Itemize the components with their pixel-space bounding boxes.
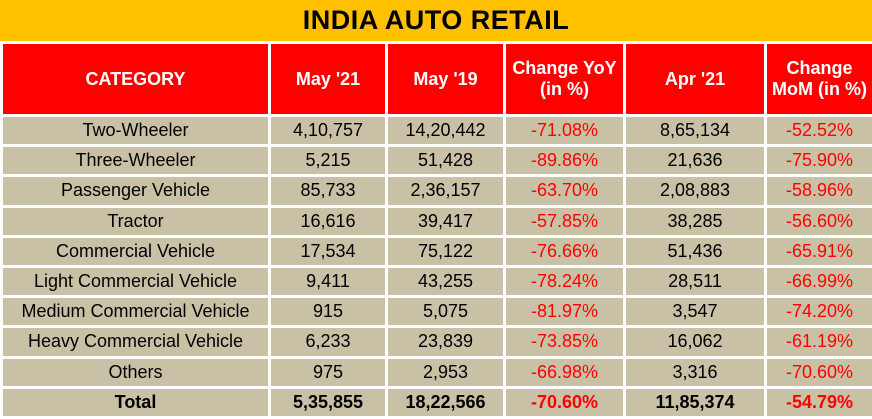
yoy-change-cell: -73.85%	[506, 328, 623, 356]
yoy-change-cell: -81.97%	[506, 298, 623, 326]
may21-cell: 17,534	[271, 237, 385, 265]
category-cell: Medium Commercial Vehicle	[3, 298, 268, 326]
mom-change-cell: -66.99%	[767, 267, 872, 296]
total-may19: 18,22,566	[388, 388, 503, 416]
apr21-cell: 38,285	[626, 207, 764, 235]
may19-cell: 2,953	[388, 358, 503, 386]
table-row: Light Commercial Vehicle 9,411 43,255 -7…	[3, 267, 872, 296]
apr21-cell: 51,436	[626, 237, 764, 265]
may21-cell: 915	[271, 298, 385, 326]
may21-cell: 9,411	[271, 267, 385, 296]
mom-change-cell: -65.91%	[767, 237, 872, 265]
mom-change-cell: -70.60%	[767, 358, 872, 386]
category-cell: Heavy Commercial Vehicle	[3, 328, 268, 356]
apr21-cell: 3,547	[626, 298, 764, 326]
header-change-yoy: Change YoY (in %)	[506, 44, 623, 114]
category-cell: Commercial Vehicle	[3, 237, 268, 265]
yoy-change-cell: -66.98%	[506, 358, 623, 386]
table-row: Passenger Vehicle 85,733 2,36,157 -63.70…	[3, 177, 872, 205]
category-cell: Light Commercial Vehicle	[3, 267, 268, 296]
table-row: Three-Wheeler 5,215 51,428 -89.86% 21,63…	[3, 147, 872, 175]
auto-retail-table: CATEGORY May '21 May '19 Change YoY (in …	[0, 41, 872, 419]
header-apr-21: Apr '21	[626, 44, 764, 114]
yoy-change-cell: -57.85%	[506, 207, 623, 235]
total-apr21: 11,85,374	[626, 388, 764, 416]
table-row: Tractor 16,616 39,417 -57.85% 38,285 -56…	[3, 207, 872, 235]
total-may21: 5,35,855	[271, 388, 385, 416]
total-yoy-change: -70.60%	[506, 388, 623, 416]
may21-cell: 5,215	[271, 147, 385, 175]
apr21-cell: 3,316	[626, 358, 764, 386]
header-may-21: May '21	[271, 44, 385, 114]
apr21-cell: 8,65,134	[626, 117, 764, 145]
mom-change-cell: -61.19%	[767, 328, 872, 356]
category-cell: Others	[3, 358, 268, 386]
yoy-change-cell: -76.66%	[506, 237, 623, 265]
may19-cell: 5,075	[388, 298, 503, 326]
header-category: CATEGORY	[3, 44, 268, 114]
may19-cell: 2,36,157	[388, 177, 503, 205]
table-row: Heavy Commercial Vehicle 6,233 23,839 -7…	[3, 328, 872, 356]
total-mom-change: -54.79%	[767, 388, 872, 416]
may19-cell: 39,417	[388, 207, 503, 235]
mom-change-cell: -56.60%	[767, 207, 872, 235]
yoy-change-cell: -78.24%	[506, 267, 623, 296]
category-cell: Passenger Vehicle	[3, 177, 268, 205]
may19-cell: 14,20,442	[388, 117, 503, 145]
may19-cell: 75,122	[388, 237, 503, 265]
apr21-cell: 21,636	[626, 147, 764, 175]
header-may-19: May '19	[388, 44, 503, 114]
yoy-change-cell: -89.86%	[506, 147, 623, 175]
report-title: INDIA AUTO RETAIL	[0, 0, 872, 41]
may19-cell: 43,255	[388, 267, 503, 296]
total-label: Total	[3, 388, 268, 416]
may19-cell: 51,428	[388, 147, 503, 175]
yoy-change-cell: -63.70%	[506, 177, 623, 205]
may19-cell: 23,839	[388, 328, 503, 356]
mom-change-cell: -52.52%	[767, 117, 872, 145]
apr21-cell: 16,062	[626, 328, 764, 356]
mom-change-cell: -58.96%	[767, 177, 872, 205]
may21-cell: 975	[271, 358, 385, 386]
header-row: CATEGORY May '21 May '19 Change YoY (in …	[3, 44, 872, 114]
table-row: Commercial Vehicle 17,534 75,122 -76.66%…	[3, 237, 872, 265]
apr21-cell: 2,08,883	[626, 177, 764, 205]
table-row: Others 975 2,953 -66.98% 3,316 -70.60%	[3, 358, 872, 386]
table-row: Medium Commercial Vehicle 915 5,075 -81.…	[3, 298, 872, 326]
may21-cell: 6,233	[271, 328, 385, 356]
may21-cell: 16,616	[271, 207, 385, 235]
header-change-mom: Change MoM (in %)	[767, 44, 872, 114]
category-cell: Three-Wheeler	[3, 147, 268, 175]
yoy-change-cell: -71.08%	[506, 117, 623, 145]
may21-cell: 85,733	[271, 177, 385, 205]
table-row: Two-Wheeler 4,10,757 14,20,442 -71.08% 8…	[3, 117, 872, 145]
category-cell: Two-Wheeler	[3, 117, 268, 145]
total-row: Total 5,35,855 18,22,566 -70.60% 11,85,3…	[3, 388, 872, 416]
mom-change-cell: -75.90%	[767, 147, 872, 175]
apr21-cell: 28,511	[626, 267, 764, 296]
mom-change-cell: -74.20%	[767, 298, 872, 326]
category-cell: Tractor	[3, 207, 268, 235]
may21-cell: 4,10,757	[271, 117, 385, 145]
